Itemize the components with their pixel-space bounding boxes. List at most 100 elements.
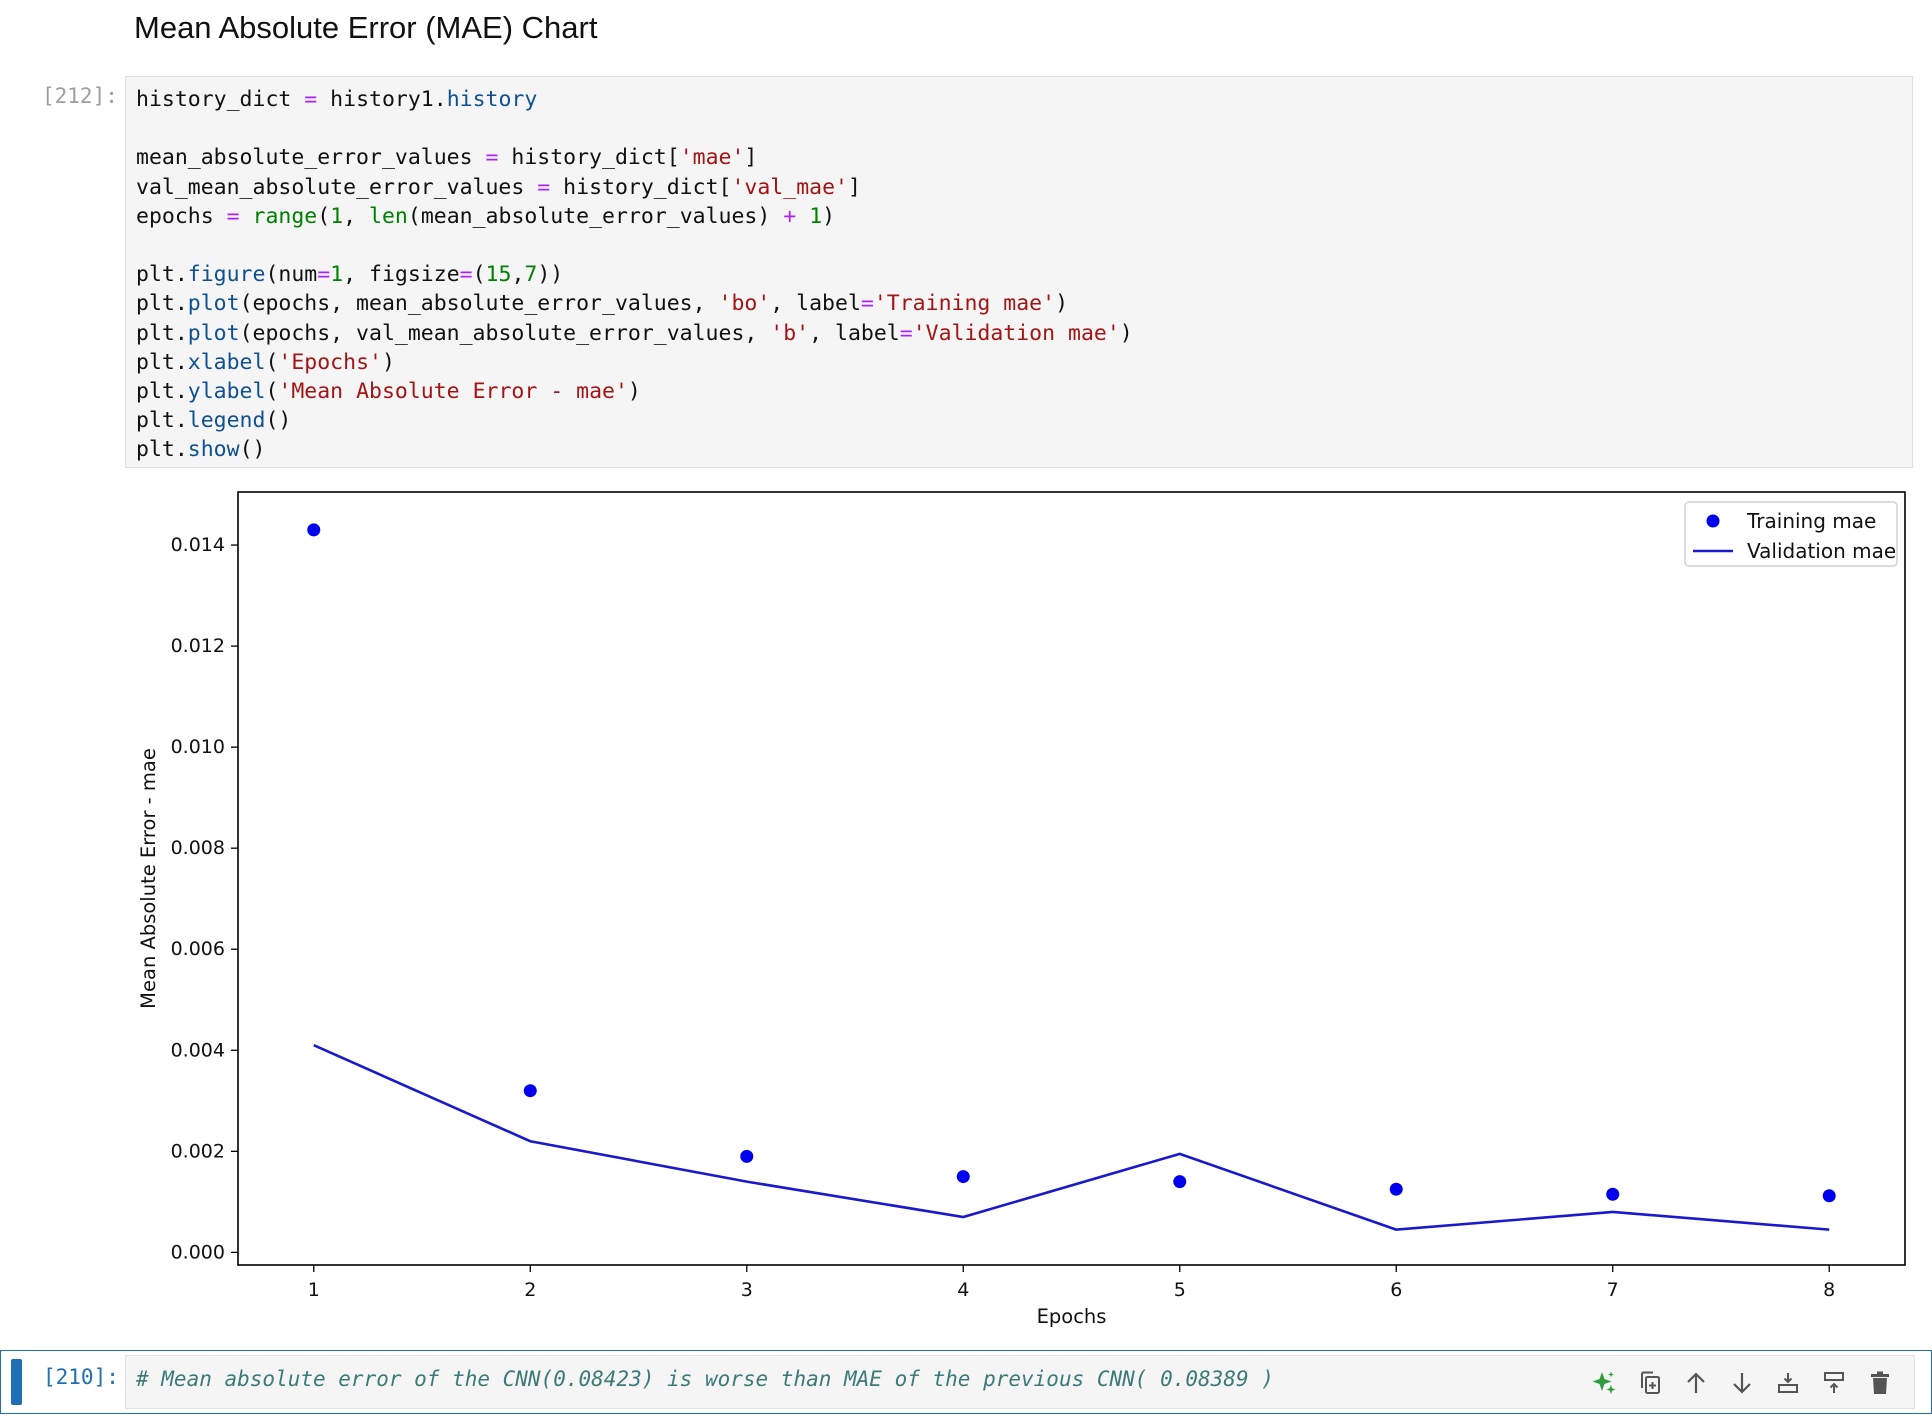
code-token: ) — [627, 378, 641, 404]
markdown-heading: Mean Absolute Error (MAE) Chart — [134, 10, 598, 45]
insert-below-icon — [1778, 1373, 1798, 1393]
ai-sparkle-button[interactable] — [1586, 1366, 1622, 1400]
y-tick-label: 0.000 — [171, 1241, 225, 1263]
x-tick-label: 1 — [308, 1279, 320, 1301]
code-token: show — [187, 437, 240, 463]
code-line: plt.plot(epochs, mean_absolute_error_val… — [136, 289, 1133, 318]
code-line: mean_absolute_error_values = history_dic… — [136, 143, 1133, 172]
code-token: , — [343, 203, 370, 229]
training-mae-point — [307, 523, 321, 537]
sparkle-icon — [1592, 1371, 1616, 1394]
y-tick-label: 0.010 — [171, 736, 225, 758]
training-mae-point — [1606, 1187, 1620, 1201]
code-line: plt.show() — [136, 435, 1133, 464]
code-token: legend — [187, 408, 266, 434]
code-token: = — [317, 262, 331, 288]
code-token: plt. — [136, 262, 188, 288]
code-token: history_dict — [136, 87, 305, 112]
code-token: ) — [822, 203, 836, 229]
x-tick-label: 7 — [1607, 1279, 1619, 1301]
y-tick-label: 0.012 — [171, 635, 225, 657]
code-token: = — [485, 145, 499, 171]
training-mae-point — [956, 1170, 970, 1184]
code-token: 1 — [330, 262, 344, 288]
code-token: 'mae' — [679, 145, 745, 171]
code-line: plt.figure(num=1, figsize=(15,7)) — [136, 260, 1133, 289]
code-token — [240, 204, 253, 229]
code-token: (num — [265, 262, 318, 288]
code-token: plot — [187, 291, 240, 317]
code-token: 7 — [524, 262, 538, 288]
cell-prompt: [212]: — [42, 84, 118, 108]
x-tick-label: 8 — [1823, 1279, 1835, 1301]
legend-label-validation: Validation mae — [1747, 539, 1896, 563]
code-token: 1 — [330, 203, 344, 229]
insert-above-button[interactable] — [1816, 1366, 1852, 1400]
code-token: , — [511, 262, 525, 288]
arrow-down-icon — [1733, 1373, 1751, 1394]
code-line: plt.plot(epochs, val_mean_absolute_error… — [136, 319, 1133, 348]
code-token: = — [304, 87, 318, 112]
code-token: val_mean_absolute_error_values — [136, 174, 538, 200]
y-tick-label: 0.002 — [171, 1140, 225, 1162]
training-mae-point — [1173, 1175, 1187, 1189]
code-line: val_mean_absolute_error_values = history… — [136, 173, 1133, 202]
chart-output: 0.000 0.002 0.004 0.006 0.008 0.010 0.012 0.014… — [125, 480, 1925, 1340]
training-mae-point — [1389, 1182, 1403, 1196]
code-token: 'Training mae' — [873, 291, 1056, 317]
training-mae-point — [740, 1149, 754, 1163]
code-line — [136, 114, 1133, 143]
insert-below-button[interactable] — [1770, 1366, 1806, 1400]
duplicate-button[interactable] — [1632, 1366, 1668, 1400]
code-token: range — [252, 203, 318, 229]
code-token: figure — [187, 262, 266, 288]
y-axis-label: Mean Absolute Error - mae — [137, 748, 160, 1009]
code-token: history_dict — [550, 174, 719, 200]
code-token: plt. — [136, 408, 188, 434]
x-tick-label: 2 — [524, 1279, 536, 1301]
code-token: ) — [1055, 291, 1069, 317]
code-line: plt.xlabel('Epochs') — [136, 348, 1133, 377]
comment-line: # Mean absolute error of the CNN(0.08423… — [136, 1367, 1274, 1391]
code-token: + — [783, 203, 797, 229]
move-up-button[interactable] — [1678, 1366, 1714, 1400]
x-tick-label: 4 — [957, 1279, 969, 1301]
code-token: () — [239, 437, 266, 463]
code-token — [796, 204, 809, 229]
active-cell[interactable]: [210]: # Mean absolute error of the CNN(… — [0, 1350, 1932, 1414]
code-token: 'Mean Absolute Error - mae' — [278, 378, 628, 404]
code-token: 'Validation mae' — [912, 320, 1120, 346]
code-token: epochs — [136, 203, 227, 229]
move-down-button[interactable] — [1724, 1366, 1760, 1400]
code-token: , label — [770, 291, 861, 317]
y-tick-label: 0.008 — [171, 837, 225, 859]
code-token: ( — [265, 349, 279, 375]
code-token: plt. — [136, 320, 188, 346]
code-line: plt.ylabel('Mean Absolute Error - mae') — [136, 377, 1133, 406]
code-token: (mean_absolute_error_values) — [407, 203, 784, 229]
code-token: xlabel — [187, 349, 266, 375]
cell-toolbar — [1586, 1366, 1898, 1400]
training-mae-point — [1822, 1189, 1836, 1203]
code-token: 'Epochs' — [278, 349, 382, 375]
code-token: , figsize — [343, 262, 460, 288]
code-token: ) — [381, 349, 395, 375]
code-line: plt.legend() — [136, 406, 1133, 435]
y-tick-label: 0.004 — [171, 1039, 225, 1061]
copy-icon — [1641, 1371, 1660, 1394]
code-token: = — [899, 320, 913, 346]
delete-button[interactable] — [1862, 1366, 1898, 1400]
code-token: 15 — [485, 262, 512, 288]
code-token: plt. — [136, 378, 188, 404]
y-tick-label: 0.006 — [171, 938, 225, 960]
legend-marker-training — [1706, 514, 1720, 528]
code-line — [136, 231, 1133, 260]
code-token: plt. — [136, 291, 188, 317]
code-cell-editor[interactable]: history_dict = history1.history mean_abs… — [125, 76, 1913, 468]
x-axis-label: Epochs — [1037, 1305, 1107, 1328]
legend-box — [1684, 501, 1898, 567]
code-token: plt. — [136, 437, 188, 463]
validation-mae-line — [313, 1044, 1830, 1231]
active-cell-editor[interactable]: # Mean absolute error of the CNN(0.08423… — [125, 1355, 1915, 1409]
code-token: = — [860, 291, 874, 317]
